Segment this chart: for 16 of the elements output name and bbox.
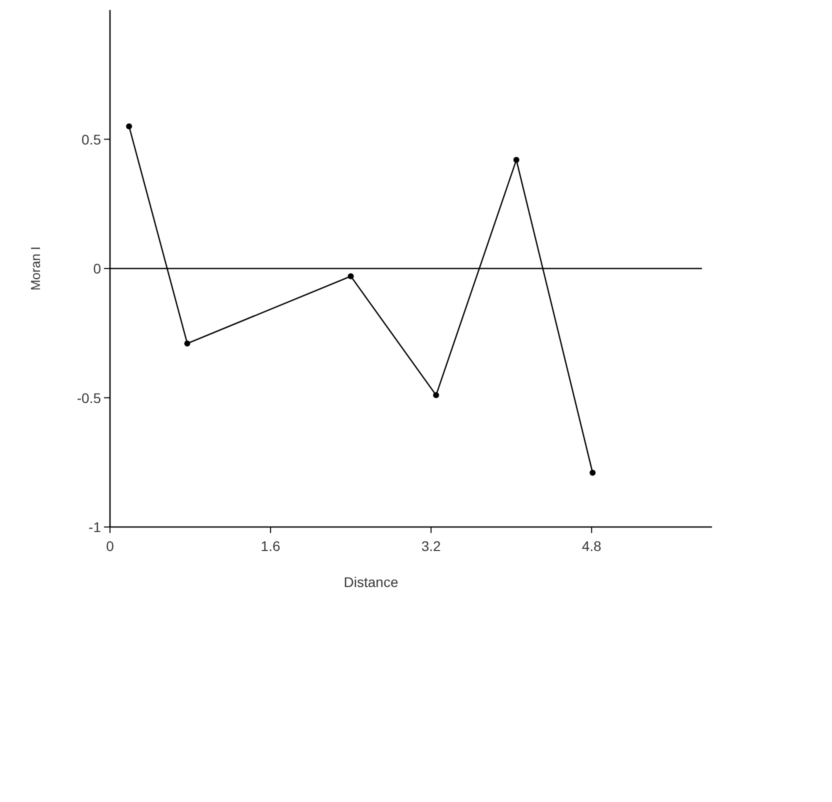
point	[433, 392, 440, 398]
point	[348, 273, 354, 280]
y-tick-label: 0.5	[82, 131, 102, 148]
x-tick-label: 4.8	[582, 538, 602, 554]
x-tick-label: 3.2	[421, 538, 442, 554]
y-tick-label: -1	[88, 519, 102, 535]
x-tick-label: 0	[106, 538, 114, 554]
point	[126, 123, 132, 130]
point	[184, 340, 190, 346]
point	[513, 156, 520, 163]
y-tick-label: 0	[93, 260, 102, 276]
x-axis-title: Distance	[344, 574, 398, 590]
point	[590, 470, 596, 476]
x-tick-label: 1.6	[260, 538, 280, 554]
y-tick-label: -0.5	[76, 390, 102, 406]
y-axis-title: Moran I	[28, 246, 43, 291]
